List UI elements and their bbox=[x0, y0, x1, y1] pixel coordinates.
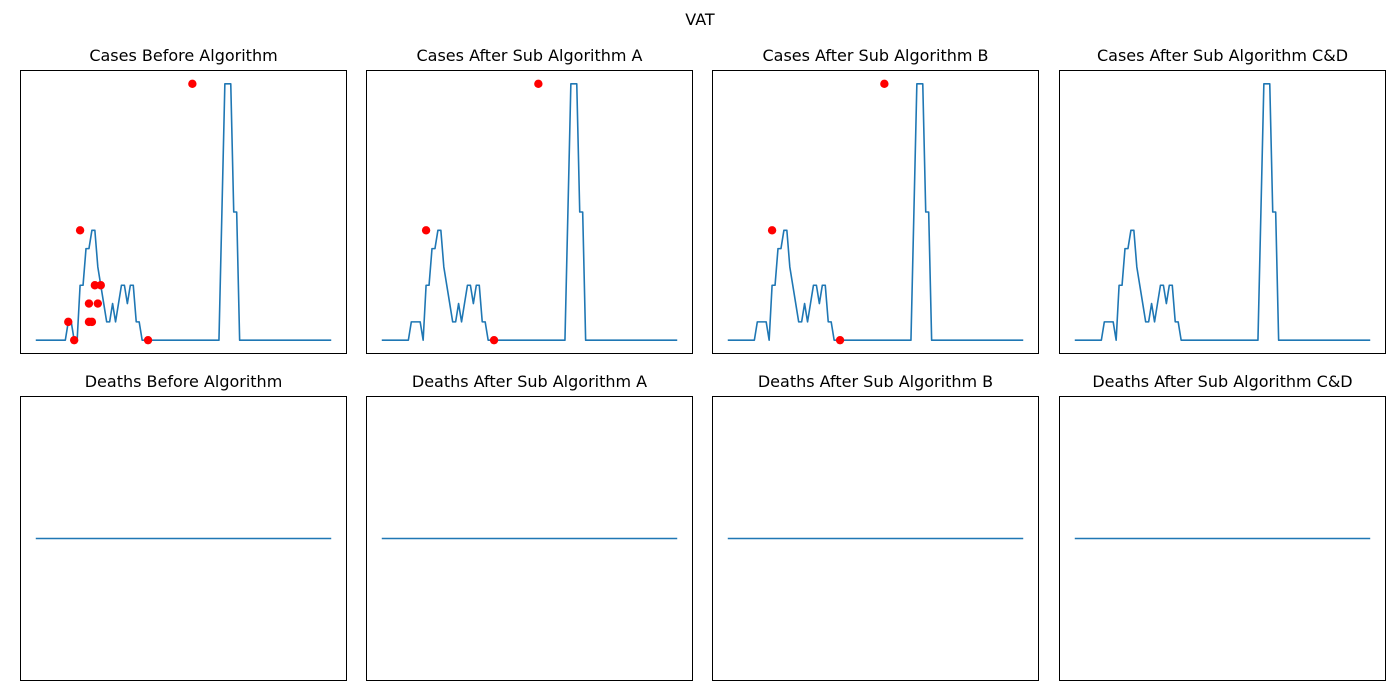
series-line bbox=[1074, 83, 1371, 341]
figure-suptitle: VAT bbox=[685, 10, 715, 29]
anomaly-marker bbox=[69, 335, 79, 345]
anomaly-marker bbox=[84, 299, 94, 308]
panel-cases-after-a bbox=[366, 70, 693, 354]
anomaly-marker bbox=[87, 317, 97, 327]
panel-deaths-after-cd bbox=[1059, 396, 1386, 681]
panel-title-deaths-after-cd: Deaths After Sub Algorithm C&D bbox=[1092, 372, 1353, 391]
panel-deaths-after-b bbox=[712, 396, 1039, 681]
panel-title-cases-after-a: Cases After Sub Algorithm A bbox=[416, 46, 643, 65]
anomaly-marker bbox=[75, 226, 85, 235]
series-line bbox=[35, 83, 332, 341]
anomaly-marker bbox=[188, 79, 197, 89]
anomaly-marker bbox=[835, 335, 845, 345]
anomaly-marker bbox=[93, 299, 103, 308]
panel-title-deaths-before: Deaths Before Algorithm bbox=[84, 372, 283, 391]
series-line bbox=[381, 83, 678, 341]
anomaly-marker bbox=[880, 79, 889, 89]
plot-area bbox=[381, 537, 678, 540]
anomaly-marker bbox=[421, 226, 431, 235]
panel-cases-after-b bbox=[712, 70, 1039, 354]
anomaly-marker bbox=[64, 317, 73, 327]
plot-area bbox=[35, 537, 332, 540]
panel-title-deaths-after-a: Deaths After Sub Algorithm A bbox=[411, 372, 648, 391]
panel-cases-after-cd bbox=[1059, 70, 1386, 354]
panel-title-deaths-after-b: Deaths After Sub Algorithm B bbox=[757, 372, 994, 391]
anomaly-marker bbox=[96, 281, 105, 290]
anomaly-marker bbox=[534, 79, 543, 89]
plot-area bbox=[1074, 537, 1371, 540]
plot-area bbox=[727, 79, 1024, 345]
panel-cases-before bbox=[20, 70, 347, 354]
plot-area bbox=[35, 79, 332, 345]
plot-area bbox=[727, 537, 1024, 540]
panel-title-cases-before: Cases Before Algorithm bbox=[89, 46, 278, 65]
anomaly-marker bbox=[489, 335, 499, 345]
panel-deaths-before bbox=[20, 396, 347, 681]
anomaly-marker bbox=[767, 226, 777, 235]
panel-title-cases-after-b: Cases After Sub Algorithm B bbox=[762, 46, 989, 65]
panel-title-cases-after-cd: Cases After Sub Algorithm C&D bbox=[1096, 46, 1349, 65]
anomaly-marker bbox=[143, 335, 153, 345]
series-line bbox=[727, 83, 1024, 341]
panel-deaths-after-a bbox=[366, 396, 693, 681]
plot-area bbox=[381, 79, 678, 345]
plot-area bbox=[1074, 83, 1371, 341]
anomaly-marker bbox=[90, 281, 100, 290]
